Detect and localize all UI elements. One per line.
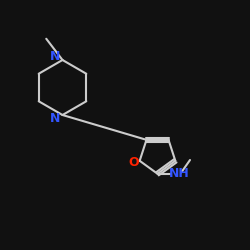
Text: N: N bbox=[50, 112, 61, 124]
Text: N: N bbox=[50, 50, 61, 64]
Text: NH: NH bbox=[168, 167, 189, 180]
Text: O: O bbox=[128, 156, 139, 168]
